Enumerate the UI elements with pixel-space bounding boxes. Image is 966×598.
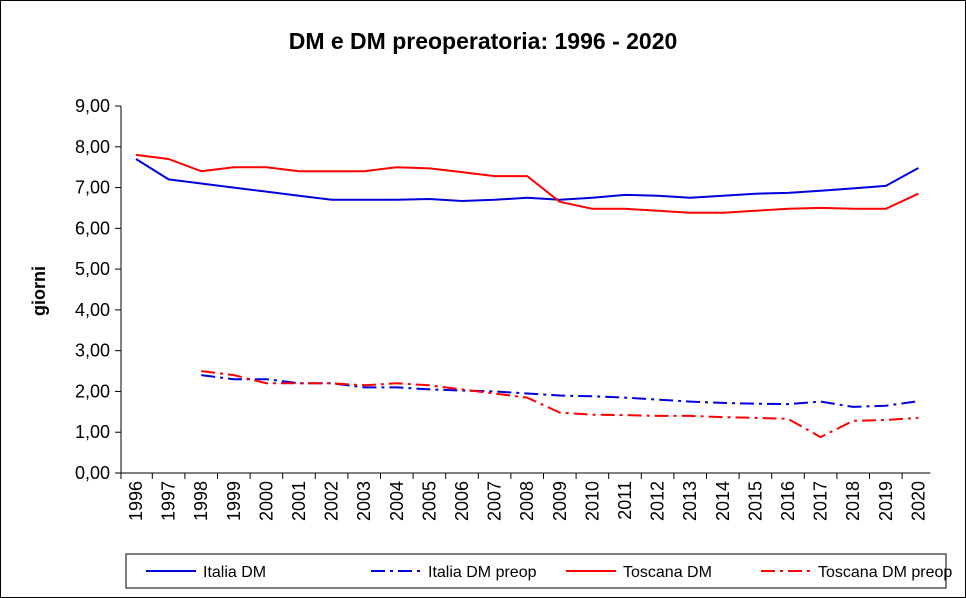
plot-area	[135, 153, 919, 439]
legend-label: Italia DM preop	[428, 564, 537, 581]
y-tick-label: 3,00	[75, 341, 110, 361]
x-tick-label: 2003	[354, 481, 374, 521]
legend-label: Toscana DM	[623, 564, 712, 581]
x-tick-label: 2010	[582, 481, 602, 521]
y-tick-label: 6,00	[75, 218, 110, 238]
legend-label: Toscana DM preop	[818, 564, 952, 581]
x-tick-label: 2018	[843, 481, 863, 521]
x-tick-label: 2005	[419, 481, 439, 521]
axes: 0,00 1,00 2,00 3,00 4,00 5,00 6,00 7,00 8,00 9,00…	[75, 96, 931, 521]
x-tick-label: 2009	[550, 481, 570, 521]
chart-title: DM e DM preoperatoria: 1996 - 2020	[289, 28, 678, 54]
legend-label: Italia DM	[203, 564, 266, 581]
series-line-toscana-dm-preop	[201, 370, 919, 439]
x-tick-label: 2007	[485, 481, 505, 521]
y-tick-label: 7,00	[75, 178, 110, 198]
y-tick-label: 4,00	[75, 300, 110, 320]
x-tick-label: 2014	[713, 481, 733, 521]
x-tick-label: 2002	[322, 481, 342, 521]
y-tick-label: 5,00	[75, 259, 110, 279]
x-tick-label: 2017	[811, 481, 831, 521]
y-tick-label: 0,00	[75, 463, 110, 483]
x-tick-label: 2016	[778, 481, 798, 521]
series-line-toscana-dm	[135, 153, 919, 214]
legend: Italia DM Italia DM preop Toscana DM Toscan…	[125, 553, 952, 589]
x-tick-label: 2019	[876, 481, 896, 521]
x-tick-label: 2020	[908, 481, 928, 521]
x-tick-label: 1998	[191, 481, 211, 521]
y-tick-label: 1,00	[75, 422, 110, 442]
series-line-italia-dm	[135, 158, 919, 202]
y-tick-label: 9,00	[75, 96, 110, 116]
x-tick-label: 2006	[452, 481, 472, 521]
x-tick-label: 2015	[745, 481, 765, 521]
x-tick-label: 2011	[615, 481, 635, 520]
series-line-italia-dm-preop	[201, 374, 919, 408]
x-tick-label: 2008	[517, 481, 537, 521]
x-tick-label: 2000	[256, 481, 276, 521]
y-tick-label: 8,00	[75, 137, 110, 157]
x-tick-label: 2001	[289, 481, 309, 521]
x-tick-label: 2012	[648, 481, 668, 521]
x-tick-label: 2013	[680, 481, 700, 521]
x-tick-label: 1997	[159, 481, 179, 521]
x-tick-label: 1996	[126, 481, 146, 521]
x-tick-label: 1999	[224, 481, 244, 521]
y-tick-label: 2,00	[75, 381, 110, 401]
x-tick-label: 2004	[387, 481, 407, 521]
y-axis-label: giorni	[29, 266, 49, 316]
